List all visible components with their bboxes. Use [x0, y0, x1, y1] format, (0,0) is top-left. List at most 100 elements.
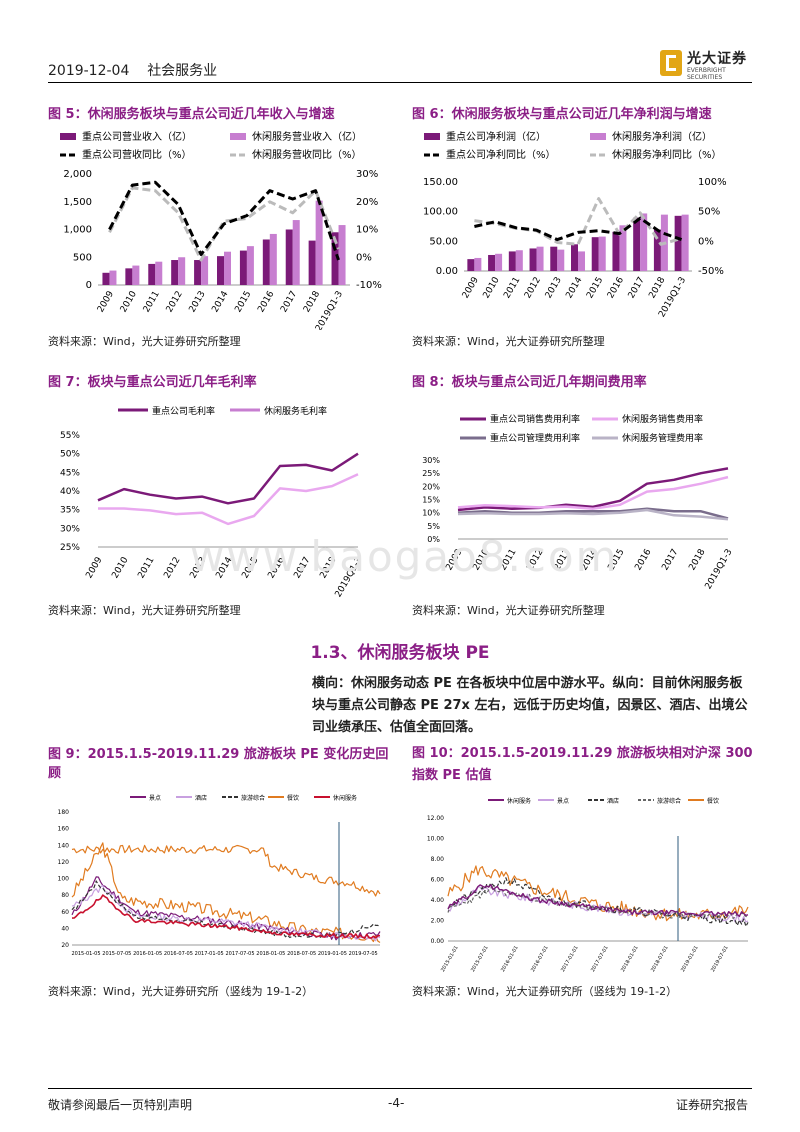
fig9-xtick: 2017-07-05 [225, 951, 254, 957]
fig6-legend-4: 休闲服务净利同比（%） [612, 148, 722, 161]
fig5-ytick-right: 0% [356, 252, 372, 263]
logo-en-text: EVERBRIGHT SECURITIES [687, 67, 726, 81]
fig6-bar-company [571, 244, 578, 271]
fig5-legend-2: 休闲服务营业收入（亿） [252, 130, 362, 143]
fig6-bar-sector [640, 213, 648, 271]
fig8-legend-1: 重点公司销售费用利率 [490, 413, 580, 425]
fig6-bar-company [550, 246, 558, 271]
fig6-legend-swatch-2 [590, 133, 606, 140]
fig9-xtick: 2016-07-05 [164, 951, 193, 957]
fig6-line-company-yoy [474, 216, 683, 242]
fig8-xtick: 2016 [633, 547, 653, 572]
fig6-ytick-left: 100.00 [423, 207, 458, 218]
fig9-xtick: 2016-01-05 [133, 951, 162, 957]
fig5-bar-company [217, 256, 224, 285]
fig9-legend-label: 景点 [149, 794, 161, 802]
fig6-bar-sector [515, 250, 523, 271]
fig8-xtick: 2018 [687, 547, 707, 572]
fig5-bar-sector [132, 265, 140, 285]
fig5-xtick: 2012 [165, 290, 185, 315]
fig5-xtick: 2010 [119, 289, 139, 314]
fig5-xtick: 2014 [210, 289, 230, 314]
fig5-bar-sector [109, 270, 117, 285]
fig6-bar-company [488, 254, 496, 271]
fig9-line-catering-early [71, 842, 381, 943]
fig5-xtick: 2016 [256, 289, 276, 314]
fig5-bar-sector [315, 200, 323, 285]
fig9-xtick: 2017-01-05 [195, 951, 224, 957]
fig6-ytick-right: 50% [698, 207, 720, 218]
fig6-bar-sector [495, 253, 503, 271]
fig6-chart: 重点公司净利润（亿） 休闲服务净利润（亿） 重点公司净利同比（%） 休闲服务净利… [423, 130, 727, 319]
fig10-xtick: 2018-01-01 [620, 945, 640, 973]
fig5-bar-company [102, 272, 110, 285]
fig9-title: 图 9：2015.1.5-2019.11.29 旅游板块 PE 变化历史回顾 [48, 747, 389, 781]
fig5-bar-company [171, 260, 179, 285]
fig9-ytick: 20 [61, 942, 69, 949]
fig7-line-2 [98, 473, 359, 526]
fig6-xtick: 2014 [564, 275, 584, 300]
fig5-ytick-left: 1,500 [63, 197, 92, 208]
fig5-xtick: 2017 [279, 290, 299, 315]
fig10-xtick: 2016-01-01 [500, 945, 520, 973]
fig7-ytick: 40% [60, 487, 80, 497]
fig8-source: 资料来源：Wind，光大证券研究所整理 [412, 604, 605, 617]
fig8-ytick: 15% [422, 496, 440, 505]
fig6-ytick-left: 150.00 [423, 177, 458, 188]
fig8-ytick: 5% [427, 522, 440, 531]
fig6-xtick: 2011 [502, 276, 522, 301]
fig9-ytick: 160 [58, 826, 70, 833]
fig10-ytick: 10.00 [427, 836, 444, 843]
fig6-title: 图 6：休闲服务板块与重点公司近几年净利润与增速 [412, 107, 712, 122]
fig5-title: 图 5：休闲服务板块与重点公司近几年收入与增速 [48, 107, 335, 122]
fig9-xtick: 2018-07-05 [287, 951, 316, 957]
fig5-bar-company [194, 260, 202, 285]
report-sector: 社会服务业 [147, 63, 218, 79]
fig6-bar-company [633, 217, 641, 271]
fig6-xtick: 2010 [482, 275, 502, 300]
fig6-legend-swatch-1 [424, 133, 440, 140]
fig6-bar-company [653, 229, 661, 271]
fig5-source: 资料来源：Wind，光大证券研究所整理 [48, 335, 241, 348]
fig6-bar-sector [557, 249, 565, 271]
fig9-ytick: 40 [61, 925, 69, 932]
fig9-line-catering-late [71, 844, 381, 897]
fig10-legend-label: 景点 [557, 797, 569, 805]
fig10-ytick: 8.00 [431, 856, 445, 863]
fig6-ytick-right: 100% [698, 177, 727, 188]
fig5-line-sector-yoy [108, 186, 340, 262]
section-heading: 1.3、休闲服务板块 PE [310, 643, 490, 663]
fig6-xtick: 2012 [523, 276, 543, 301]
fig6-legend-2: 休闲服务净利润（亿） [612, 130, 712, 143]
fig10-legend-label: 餐饮 [707, 797, 719, 805]
fig6-xtick: 2016 [606, 275, 626, 300]
fig5-legend-swatch-1 [60, 133, 76, 140]
fig10-xtick: 2016-07-01 [530, 945, 550, 973]
fig5-bar-company [308, 240, 316, 285]
fig6-bar-company [467, 259, 475, 271]
fig10-xtick: 2017-07-01 [590, 945, 610, 973]
fig5-line-company-yoy [108, 180, 340, 261]
fig5-bar-sector [246, 246, 254, 285]
fig7-ytick: 30% [60, 524, 80, 534]
fig5-legend-swatch-2 [230, 133, 246, 140]
fig7-xtick: 2012 [162, 556, 182, 581]
fig6-bar-sector [578, 251, 585, 271]
fig10-ytick: 2.00 [431, 918, 445, 925]
fig10-ytick: 6.00 [431, 877, 445, 884]
fig6-bar-sector [474, 257, 482, 271]
fig5-legend-4: 休闲服务营收同比（%） [252, 148, 362, 161]
fig5-ytick-right: -10% [356, 280, 382, 291]
fig5-bar-sector [155, 261, 163, 285]
fig9-chart: 景点 酒店 旅游综合 餐饮 休闲服务 1801601401201008060402020… [58, 794, 381, 957]
fig5-ytick-left: 2,000 [63, 169, 92, 180]
fig10-xtick: 2019-07-01 [710, 945, 730, 973]
fig8-legend-3: 重点公司管理费用利率 [490, 432, 580, 444]
fig10-xtick: 2015-01-01 [440, 945, 460, 973]
fig10-title: 图 10：2015.1.5-2019.11.29 旅游板块相对沪深 300 指数… [412, 746, 753, 783]
fig8-line-3 [457, 507, 729, 520]
fig6-xtick: 2015 [585, 276, 605, 301]
fig8-ytick: 25% [422, 469, 440, 478]
fig6-legend-3: 重点公司净利同比（%） [446, 148, 556, 161]
fig9-ytick: 100 [58, 876, 70, 883]
